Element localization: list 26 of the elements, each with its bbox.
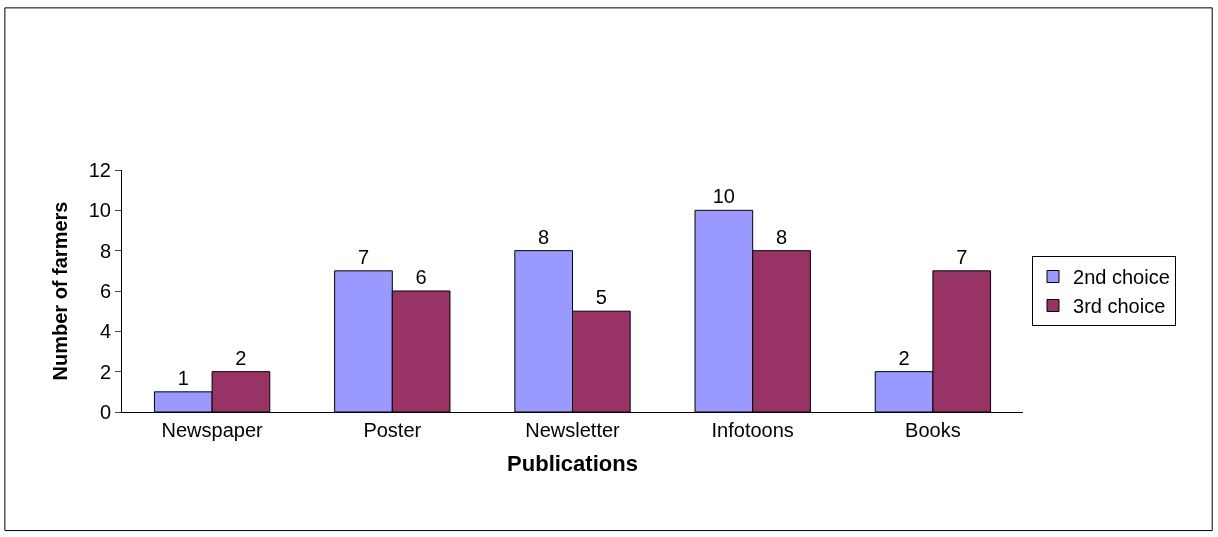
data-label: 8 <box>538 225 550 248</box>
data-label: 7 <box>357 245 370 268</box>
y-axis-title: Number of farmers <box>49 201 72 381</box>
y-tick-label: 0 <box>99 401 111 423</box>
data-label: 2 <box>235 346 247 369</box>
y-tick-label: 4 <box>99 320 111 343</box>
y-tick-label: 12 <box>88 159 111 181</box>
x-tick-label: Newsletter <box>525 419 621 441</box>
x-tick-label: Books <box>905 419 961 441</box>
legend-label: 3rd choice <box>1073 295 1166 318</box>
x-tick-label: Infotoons <box>711 419 794 441</box>
x-axis-title: Publications <box>507 450 638 476</box>
data-label: 5 <box>595 286 607 309</box>
y-tick-label: 2 <box>99 360 111 383</box>
y-tick-label: 6 <box>99 280 111 302</box>
x-tick-label: Newspaper <box>161 419 264 441</box>
y-tick-label: 8 <box>99 239 111 262</box>
data-label: 2 <box>898 346 910 369</box>
data-label: 6 <box>415 266 427 288</box>
legend-label: 2nd choice <box>1073 266 1170 289</box>
data-label: 10 <box>712 185 735 208</box>
data-label: 1 <box>177 366 189 389</box>
y-tick-label: 10 <box>88 199 111 222</box>
data-label: 7 <box>956 245 968 268</box>
data-label: 8 <box>775 225 788 248</box>
x-tick-label: Poster <box>363 419 422 441</box>
